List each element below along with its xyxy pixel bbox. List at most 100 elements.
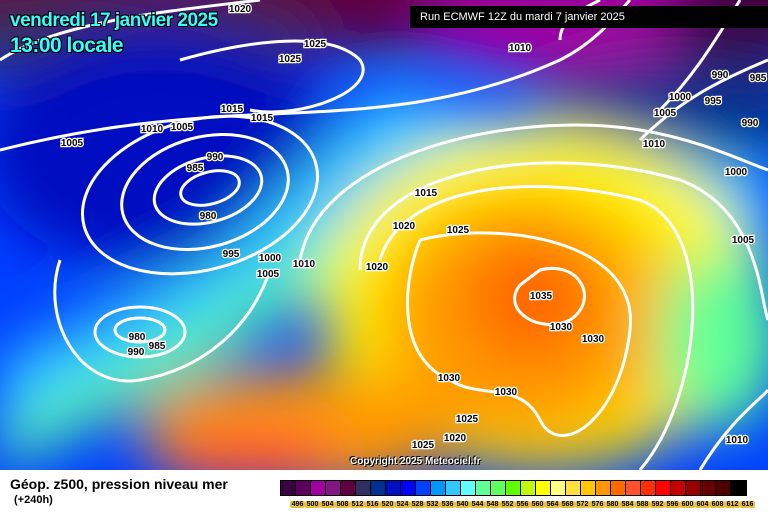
scale-tick-label: 608 (710, 501, 725, 508)
isobar-label: 1000 (725, 167, 748, 178)
isobar-label: 1005 (257, 269, 280, 280)
color-swatch (476, 481, 491, 495)
color-swatch (431, 481, 446, 495)
isobar-label: 1020 (366, 262, 389, 273)
isobar-label: 980 (129, 332, 146, 343)
isobar-label: 1005 (171, 122, 194, 133)
isobar-label: 1030 (582, 334, 605, 345)
scale-tick-label: 564 (545, 501, 560, 508)
color-swatch (686, 481, 701, 495)
scale-tick-label: 512 (350, 501, 365, 508)
isobar-label: 985 (750, 73, 767, 84)
scale-tick-label: 568 (560, 501, 575, 508)
isobar-label: 1025 (304, 39, 327, 50)
model-run-label: Run ECMWF 12Z du mardi 7 janvier 2025 (410, 6, 768, 28)
scale-tick-label: 580 (605, 501, 620, 508)
weather-map: 1020 1025 1025 1010 990 985 1000 995 1005 990 1015… (0, 0, 768, 470)
isobar-lines (0, 0, 768, 470)
scale-tick-label: 552 (500, 501, 515, 508)
isobar-label: 1025 (456, 414, 479, 425)
map-caption: Géop. z500, pression niveau mer (10, 476, 228, 492)
isobar-label: 1035 (530, 291, 553, 302)
color-scale-ticks: 496 500 504 508 512 516 520 524 528 532 536 540 544 5… (290, 501, 755, 508)
isobar-label: 1020 (393, 221, 416, 232)
scale-tick-label: 592 (650, 501, 665, 508)
isobar-label: 990 (128, 347, 145, 358)
scale-tick-label: 540 (455, 501, 470, 508)
legend-bar: Géop. z500, pression niveau mer (+240h) … (0, 470, 768, 512)
isobar-label: 1025 (279, 54, 302, 65)
color-swatch (581, 481, 596, 495)
scale-tick-label: 528 (410, 501, 425, 508)
color-swatch (656, 481, 671, 495)
color-swatch (326, 481, 341, 495)
isobar-label: 1020 (444, 433, 467, 444)
scale-tick-label: 504 (320, 501, 335, 508)
color-swatch (671, 481, 686, 495)
color-swatch (281, 481, 296, 495)
isobar-label: 1000 (259, 253, 282, 264)
scale-tick-label: 584 (620, 501, 635, 508)
scale-tick-label: 588 (635, 501, 650, 508)
color-swatch (356, 481, 371, 495)
color-swatch (446, 481, 461, 495)
isobar-label: 1030 (495, 387, 518, 398)
scale-tick-label: 604 (695, 501, 710, 508)
scale-tick-label: 500 (305, 501, 320, 508)
isobar-label: 1010 (293, 259, 316, 270)
scale-tick-label: 600 (680, 501, 695, 508)
color-swatch (401, 481, 416, 495)
color-swatch (641, 481, 656, 495)
isobar-label: 1030 (438, 373, 461, 384)
color-swatch (386, 481, 401, 495)
color-swatch (491, 481, 506, 495)
color-swatch (296, 481, 311, 495)
scale-tick-label: 556 (515, 501, 530, 508)
isobar-label: 985 (187, 163, 204, 174)
color-swatch (536, 481, 551, 495)
scale-tick-label: 496 (290, 501, 305, 508)
isobar-label: 1010 (726, 435, 749, 446)
scale-tick-label: 520 (380, 501, 395, 508)
isobar-label: 1005 (732, 235, 755, 246)
color-swatch (626, 481, 641, 495)
isobar-label: 1005 (61, 138, 84, 149)
color-swatch (566, 481, 581, 495)
scale-tick-label: 612 (725, 501, 740, 508)
isobar-label: 1000 (669, 92, 692, 103)
color-swatch (341, 481, 356, 495)
color-swatch (461, 481, 476, 495)
isobar-label: 1020 (229, 4, 252, 15)
scale-tick-label: 536 (440, 501, 455, 508)
isobar-label: 1015 (221, 104, 244, 115)
isobar-label: 1010 (643, 139, 666, 150)
color-swatch (596, 481, 611, 495)
isobar-label: 990 (207, 152, 224, 163)
isobar-label: 980 (200, 211, 217, 222)
scale-tick-label: 576 (590, 501, 605, 508)
scale-tick-label: 616 (740, 501, 755, 508)
color-swatch (521, 481, 536, 495)
isobar-label: 990 (742, 118, 759, 129)
isobar-label: 1010 (141, 124, 164, 135)
forecast-date: vendredi 17 janvier 2025 (10, 10, 218, 31)
isobar-label: 995 (705, 96, 722, 107)
color-swatch (551, 481, 566, 495)
isobar-label: 1005 (654, 108, 677, 119)
color-swatch (611, 481, 626, 495)
lead-time: (+240h) (14, 494, 53, 506)
isobar-label: 1030 (550, 322, 573, 333)
isobar-label: 1025 (447, 225, 470, 236)
forecast-time: 13:00 locale (10, 34, 124, 57)
isobar-label: 1015 (415, 188, 438, 199)
color-swatch (701, 481, 716, 495)
color-swatch (716, 481, 731, 495)
color-swatch (506, 481, 521, 495)
scale-tick-label: 596 (665, 501, 680, 508)
color-swatch (731, 481, 746, 495)
scale-tick-label: 560 (530, 501, 545, 508)
scale-tick-label: 572 (575, 501, 590, 508)
isobar-label: 995 (223, 249, 240, 260)
